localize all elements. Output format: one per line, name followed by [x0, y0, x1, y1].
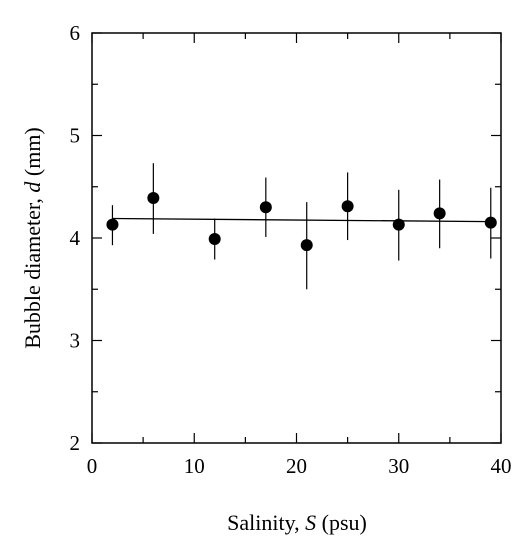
y-tick-label: 4: [70, 226, 81, 250]
data-point: [106, 218, 119, 231]
fit-line: [112, 217, 491, 223]
x-tick-label: 10: [184, 454, 205, 478]
y-tick-label: 2: [70, 431, 81, 455]
data-point: [392, 218, 405, 231]
x-tick-label: 40: [491, 454, 512, 478]
y-tick-label: 3: [70, 329, 81, 353]
x-axis-label: Salinity, S (psu): [227, 510, 367, 535]
data-point: [433, 207, 446, 220]
y-tick-label: 5: [70, 124, 81, 148]
data-point: [300, 239, 313, 252]
x-tick-label: 30: [388, 454, 409, 478]
y-axis-label: Bubble diameter, d (mm): [20, 127, 45, 349]
data-point: [208, 233, 221, 246]
x-tick-label: 20: [286, 454, 307, 478]
y-tick-label: 6: [70, 21, 81, 45]
data-point: [341, 200, 354, 213]
data-point: [147, 192, 160, 205]
data-point: [484, 216, 497, 229]
plot-layer: 0 10 20 30 40 2 3 4 5 6: [70, 21, 512, 478]
x-tick-label: 0: [87, 454, 98, 478]
data-point: [259, 201, 272, 214]
